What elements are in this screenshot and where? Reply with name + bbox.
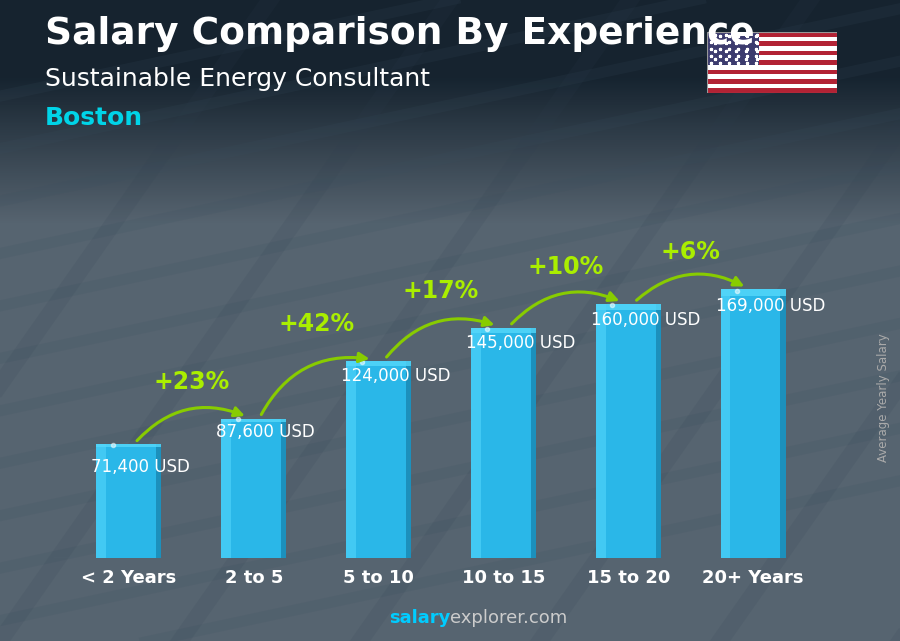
Bar	[221, 419, 286, 422]
Text: Average Yearly Salary: Average Yearly Salary	[878, 333, 890, 462]
Bar	[596, 304, 661, 310]
Bar	[706, 46, 837, 51]
Polygon shape	[721, 290, 731, 558]
Bar	[706, 69, 837, 74]
Polygon shape	[780, 290, 786, 558]
Bar	[596, 304, 661, 558]
Bar	[346, 361, 411, 558]
Bar	[706, 74, 837, 79]
Bar	[706, 60, 837, 65]
Bar	[706, 51, 837, 56]
Text: +17%: +17%	[403, 279, 479, 303]
Text: Boston: Boston	[45, 106, 143, 129]
Bar	[706, 56, 837, 60]
Bar	[706, 37, 837, 42]
Text: 145,000 USD: 145,000 USD	[466, 335, 575, 353]
Polygon shape	[96, 444, 106, 558]
Text: +6%: +6%	[661, 240, 721, 265]
Bar	[706, 65, 837, 69]
Bar	[706, 32, 759, 65]
Polygon shape	[346, 361, 356, 558]
Text: +42%: +42%	[278, 312, 355, 336]
Text: 169,000 USD: 169,000 USD	[716, 297, 825, 315]
Text: Sustainable Energy Consultant: Sustainable Energy Consultant	[45, 67, 430, 91]
Text: Salary Comparison By Experience: Salary Comparison By Experience	[45, 16, 755, 52]
Polygon shape	[406, 361, 411, 558]
Text: +10%: +10%	[527, 254, 604, 279]
Text: explorer.com: explorer.com	[450, 609, 567, 627]
Text: salary: salary	[389, 609, 450, 627]
Bar	[721, 290, 786, 558]
Text: 124,000 USD: 124,000 USD	[341, 367, 451, 385]
Bar	[221, 419, 286, 558]
Polygon shape	[281, 419, 286, 558]
Polygon shape	[596, 304, 606, 558]
Text: 87,600 USD: 87,600 USD	[216, 423, 315, 441]
Bar	[471, 328, 536, 333]
Bar	[706, 88, 837, 93]
Polygon shape	[221, 419, 231, 558]
Bar	[721, 290, 786, 296]
Bar	[346, 361, 411, 366]
Text: 160,000 USD: 160,000 USD	[590, 312, 700, 329]
Text: +23%: +23%	[153, 370, 230, 394]
Polygon shape	[157, 444, 161, 558]
Bar	[706, 83, 837, 88]
Bar	[471, 328, 536, 558]
Bar	[96, 444, 161, 447]
Polygon shape	[471, 328, 481, 558]
Bar	[706, 42, 837, 46]
Text: 71,400 USD: 71,400 USD	[92, 458, 190, 476]
Bar	[706, 79, 837, 83]
Polygon shape	[531, 328, 536, 558]
Polygon shape	[655, 304, 661, 558]
Bar	[706, 32, 837, 37]
Bar	[96, 444, 161, 558]
